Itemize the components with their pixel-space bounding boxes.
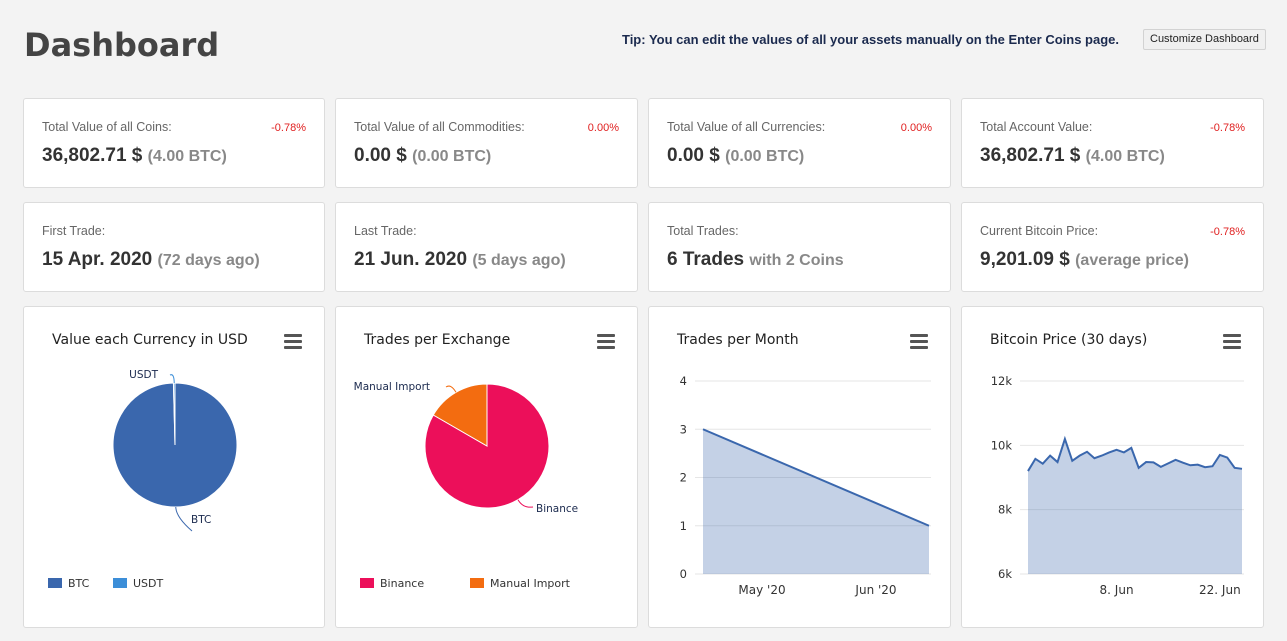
y-tick-label: 3 bbox=[680, 422, 687, 436]
legend-swatch bbox=[113, 578, 127, 588]
stat-value: 0.00 $ (0.00 BTC) bbox=[667, 145, 805, 166]
chart-title: Bitcoin Price (30 days) bbox=[990, 332, 1148, 348]
y-tick-label: 4 bbox=[680, 374, 687, 388]
y-tick-label: 8k bbox=[998, 503, 1012, 517]
legend-item-manual-import[interactable]: Manual Import bbox=[470, 577, 570, 590]
stat-card-total-trades: Total Trades: 6 Trades with 2 Coins bbox=[648, 202, 951, 292]
stat-label: Last Trade: bbox=[354, 224, 417, 238]
stat-value: 36,802.71 $ (4.00 BTC) bbox=[980, 145, 1165, 166]
data-label-connector bbox=[517, 499, 534, 508]
stat-card-bitcoin-price: Current Bitcoin Price: -0.78% 9,201.09 $… bbox=[961, 202, 1264, 292]
area-chart-svg: 6k 8k 10k 12k 8. Jun 22. Jun bbox=[991, 374, 1244, 597]
stat-label: Current Bitcoin Price: bbox=[980, 224, 1099, 238]
y-tick-label: 1 bbox=[680, 519, 687, 533]
area-fill bbox=[1028, 438, 1242, 574]
chart-title: Trades per Exchange bbox=[364, 332, 511, 348]
stat-value: 36,802.71 $ (4.00 BTC) bbox=[42, 145, 227, 166]
stat-change: -0.78% bbox=[1210, 122, 1245, 134]
stat-card-total-account: Total Account Value: -0.78% 36,802.71 $ … bbox=[961, 98, 1264, 188]
x-tick-label: 8. Jun bbox=[1100, 583, 1134, 597]
chart-title: Trades per Month bbox=[677, 332, 799, 348]
stat-card-total-commodities: Total Value of all Commodities: 0.00% 0.… bbox=[335, 98, 638, 188]
stat-change: 0.00% bbox=[900, 122, 932, 134]
data-label-connector bbox=[169, 374, 175, 384]
stat-change: -0.78% bbox=[1210, 226, 1245, 238]
hamburger-menu-icon[interactable] bbox=[284, 334, 302, 349]
chart-card-trades-per-month: Trades per Month 0 1 2 3 4 May '20 Jun '20 bbox=[648, 306, 951, 628]
stat-label: Total Value of all Commodities: bbox=[354, 120, 525, 134]
series-line[interactable] bbox=[702, 428, 930, 527]
chart-card-trades-per-exchange: Trades per Exchange Binance Manual Import… bbox=[335, 306, 638, 628]
hamburger-menu-icon[interactable] bbox=[1223, 334, 1241, 349]
area-fill bbox=[703, 429, 929, 574]
stat-label: Total Account Value: bbox=[980, 120, 1093, 134]
customize-dashboard-button[interactable]: Customize Dashboard bbox=[1143, 29, 1266, 50]
chart-title: Value each Currency in USD bbox=[52, 332, 248, 348]
stat-value: 21 Jun. 2020 (5 days ago) bbox=[354, 249, 566, 270]
chart-card-bitcoin-price: Bitcoin Price (30 days) 6k 8k 10k 12k 8. Jun… bbox=[961, 306, 1264, 628]
legend-item-btc[interactable]: BTC bbox=[48, 577, 89, 590]
pie-chart-svg: BTC USDT bbox=[112, 369, 238, 532]
data-label: BTC bbox=[191, 514, 211, 526]
stat-value: 9,201.09 $ (average price) bbox=[980, 249, 1189, 270]
stat-label: First Trade: bbox=[42, 224, 106, 238]
y-tick-label: 0 bbox=[680, 567, 687, 581]
y-tick-label: 12k bbox=[991, 374, 1013, 388]
hamburger-menu-icon[interactable] bbox=[910, 334, 928, 349]
hamburger-menu-icon[interactable] bbox=[597, 334, 615, 349]
legend-label: Binance bbox=[380, 577, 425, 590]
stat-value: 15 Apr. 2020 (72 days ago) bbox=[42, 249, 260, 270]
stat-change: -0.78% bbox=[271, 122, 306, 134]
stat-card-total-currencies: Total Value of all Currencies: 0.00% 0.0… bbox=[648, 98, 951, 188]
x-tick-label: Jun '20 bbox=[854, 583, 896, 597]
stat-value: 6 Trades with 2 Coins bbox=[667, 249, 844, 270]
data-label-connector bbox=[175, 506, 193, 532]
stat-card-total-coins: Total Value of all Coins: -0.78% 36,802.… bbox=[23, 98, 325, 188]
pie-slice-usdt[interactable] bbox=[172, 382, 176, 446]
legend-label: Manual Import bbox=[490, 577, 570, 590]
data-label: USDT bbox=[129, 369, 158, 381]
stat-label: Total Value of all Currencies: bbox=[667, 120, 826, 134]
y-tick-label: 6k bbox=[998, 567, 1012, 581]
stat-card-last-trade: Last Trade: 21 Jun. 2020 (5 days ago) bbox=[335, 202, 638, 292]
legend-swatch bbox=[470, 578, 484, 588]
data-label: Manual Import bbox=[354, 381, 430, 393]
legend-item-usdt[interactable]: USDT bbox=[113, 577, 163, 590]
y-tick-label: 10k bbox=[991, 438, 1013, 452]
series-line[interactable] bbox=[1027, 435, 1243, 472]
tip-text: Tip: You can edit the values of all your… bbox=[621, 32, 1119, 47]
pie-chart-svg: Binance Manual Import bbox=[354, 381, 578, 515]
data-label-connector bbox=[445, 385, 457, 393]
legend-swatch bbox=[48, 578, 62, 588]
x-tick-label: 22. Jun bbox=[1199, 583, 1241, 597]
legend-label: USDT bbox=[133, 577, 164, 590]
x-tick-label: May '20 bbox=[738, 583, 785, 597]
legend-swatch bbox=[360, 578, 374, 588]
data-label: Binance bbox=[536, 503, 578, 515]
stat-label: Total Trades: bbox=[667, 224, 739, 238]
stat-change: 0.00% bbox=[587, 122, 619, 134]
stat-label: Total Value of all Coins: bbox=[42, 120, 172, 134]
chart-card-currency-value: Value each Currency in USD BTC USDT BTC US… bbox=[23, 306, 325, 628]
legend-item-binance[interactable]: Binance bbox=[360, 577, 424, 590]
legend-label: BTC bbox=[68, 577, 90, 590]
stat-value: 0.00 $ (0.00 BTC) bbox=[354, 145, 492, 166]
page-title: Dashboard bbox=[24, 26, 220, 64]
area-chart-svg: 0 1 2 3 4 May '20 Jun '20 bbox=[680, 374, 931, 597]
y-tick-label: 2 bbox=[680, 471, 687, 485]
stat-card-first-trade: First Trade: 15 Apr. 2020 (72 days ago) bbox=[23, 202, 325, 292]
